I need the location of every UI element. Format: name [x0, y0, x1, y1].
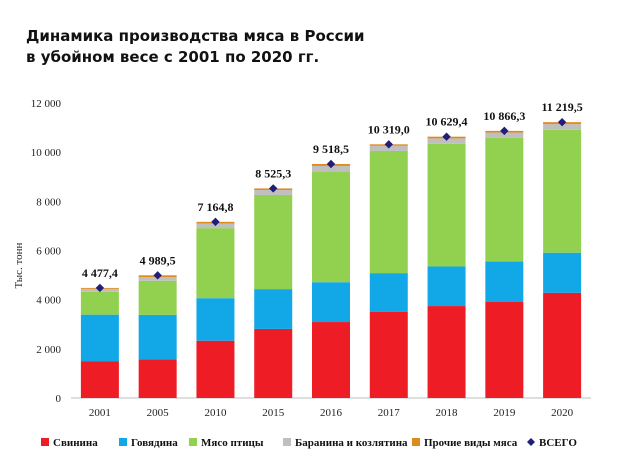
x-tick-label: 2005: [147, 407, 170, 419]
total-marker: [95, 283, 105, 293]
total-label: 10 866,3: [483, 109, 525, 123]
bar-segment-2: [312, 282, 350, 323]
y-tick-label: 4 000: [36, 295, 61, 307]
legend-swatch-1: [41, 438, 49, 446]
y-tick-label: 2 000: [36, 344, 61, 356]
bar-segment-3: [80, 291, 119, 315]
bar-segment-2: [254, 289, 293, 329]
y-tick-label: 0: [56, 393, 62, 405]
total-marker: [500, 126, 509, 136]
total-label: 7 164,8: [197, 200, 233, 214]
total-marker: [442, 132, 451, 141]
bar-segment-1: [369, 311, 408, 398]
bar-segment-1: [427, 306, 466, 398]
total-label: 8 525,3: [255, 166, 291, 180]
legend-swatch-3: [189, 438, 197, 446]
bar-segment-1: [80, 361, 119, 398]
bar-segment-3: [369, 150, 408, 274]
bar-segment-2: [369, 273, 408, 312]
bar-segment-4: [427, 138, 466, 144]
bar-segment-1: [312, 322, 350, 398]
y-tick-label: 12 000: [31, 98, 62, 110]
total-marker: [326, 159, 336, 169]
bar-segment-2: [80, 314, 119, 362]
legend-label: Баранина и козлятина: [295, 437, 408, 449]
chart-title-line-2: в убойном весе с 2001 по 2020 гг.: [26, 48, 320, 66]
total-label: 9 518,5: [313, 142, 349, 156]
legend-swatch-2: [119, 438, 127, 446]
x-tick-label: 2020: [551, 407, 574, 419]
x-tick-label: 2019: [493, 407, 516, 419]
bar-segment-2: [427, 266, 466, 307]
legend-label: Прочие виды мяса: [424, 437, 518, 449]
y-tick-label: 10 000: [31, 147, 62, 159]
bar-segment-1: [254, 328, 293, 398]
bar-segment-1: [543, 292, 582, 398]
bar-segment-1: [485, 301, 524, 398]
bar-segment-4: [485, 132, 524, 138]
x-tick-label: 2010: [204, 407, 227, 419]
x-tick-label: 2018: [436, 407, 459, 419]
bar-segment-3: [254, 194, 293, 290]
bar-segment-3: [543, 129, 582, 253]
x-tick-label: 2016: [320, 407, 343, 419]
legend-swatch-5: [412, 438, 420, 446]
legend-label: ВСЕГО: [539, 437, 577, 449]
bar-segment-3: [138, 280, 177, 315]
total-label: 4 989,5: [140, 253, 176, 267]
x-tick-label: 2001: [89, 407, 111, 419]
bar-segment-3: [427, 143, 466, 267]
bar-segment-4: [543, 124, 582, 130]
legend-label: Мясо птицы: [201, 437, 264, 449]
bar-segment-4: [312, 165, 350, 172]
bar-segment-2: [138, 314, 177, 360]
x-tick-label: 2015: [262, 407, 285, 419]
bar-segment-3: [312, 171, 350, 283]
y-tick-label: 6 000: [36, 246, 61, 258]
chart-title-line-1: Динамика производства мяса в России: [26, 27, 365, 45]
bar-segment-3: [485, 137, 524, 262]
total-label: 10 629,4: [426, 115, 468, 129]
chart-title: Динамика производства мяса в России в уб…: [26, 26, 365, 68]
bar-segment-2: [196, 298, 235, 341]
legend-swatch-4: [283, 438, 291, 446]
total-marker: [153, 271, 162, 280]
total-label: 10 319,0: [368, 122, 410, 136]
total-label: 11 219,5: [541, 100, 582, 114]
bar-segment-1: [138, 359, 177, 398]
total-marker: [384, 140, 393, 149]
y-axis-label: Тыс. тонн: [13, 242, 25, 288]
total-marker: [211, 217, 220, 227]
bar-segment-1: [196, 340, 235, 398]
legend-marker-diamond: [527, 438, 535, 446]
total-marker: [269, 184, 278, 193]
legend-label: Свинина: [53, 437, 98, 449]
x-tick-label: 2017: [378, 407, 401, 419]
legend-label: Говядина: [131, 437, 178, 449]
y-tick-label: 8 000: [36, 196, 61, 208]
total-marker: [557, 117, 567, 127]
bar-segment-2: [485, 261, 524, 302]
bar-segment-3: [196, 228, 235, 299]
total-label: 4 477,4: [82, 266, 118, 280]
bar-segment-2: [543, 252, 582, 293]
